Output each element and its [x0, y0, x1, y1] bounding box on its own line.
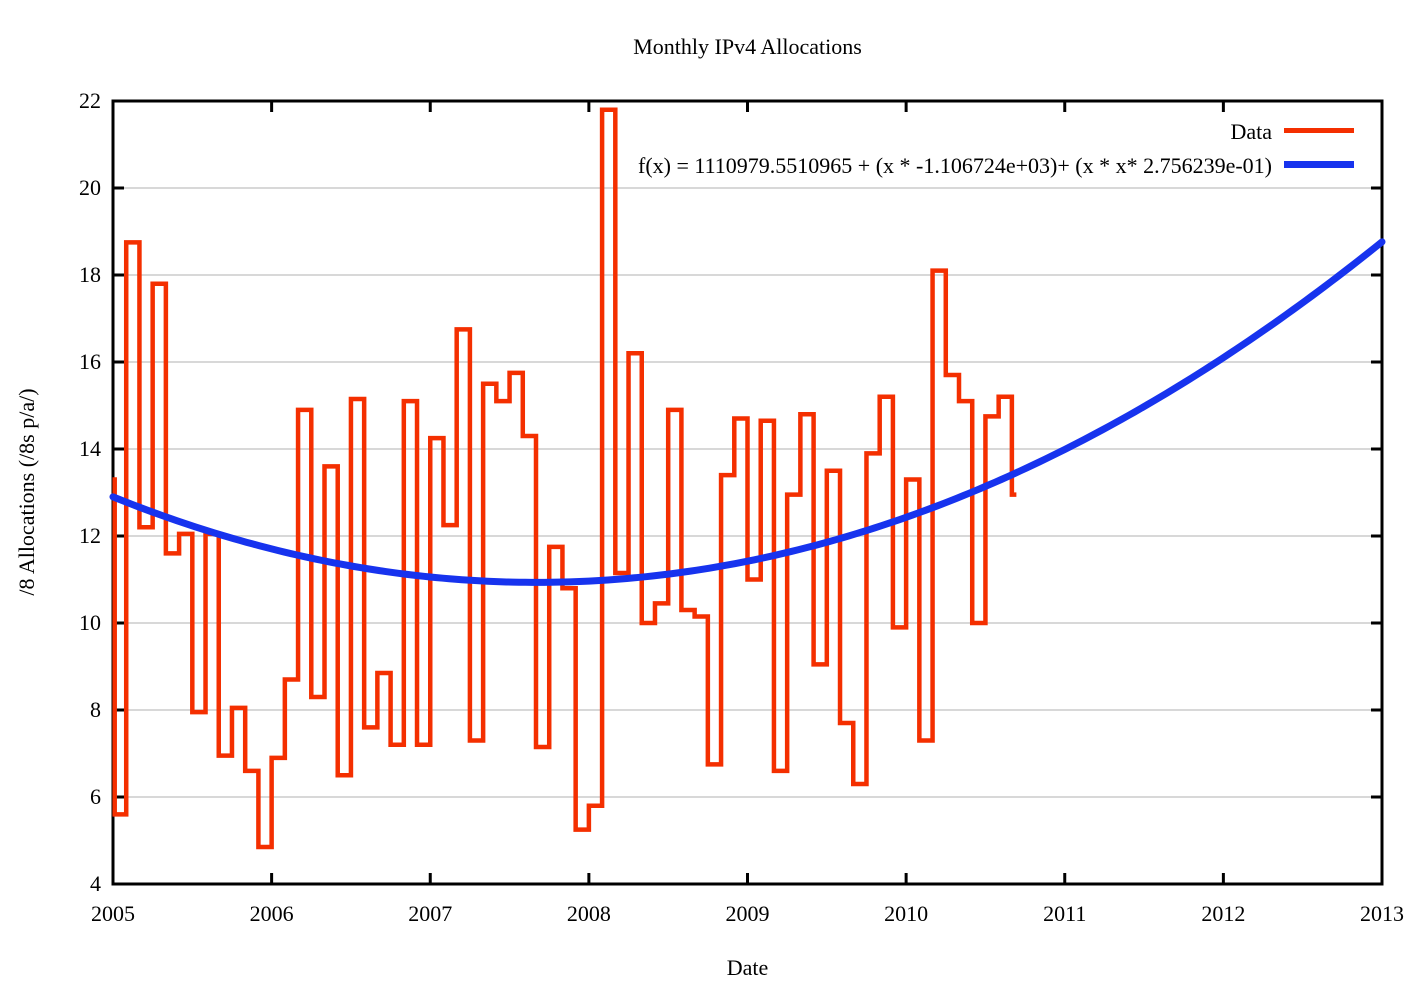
legend-data-label: Data: [1230, 119, 1272, 144]
fit-curve-line: [109, 238, 1386, 586]
data-series-line: [112, 107, 1017, 850]
x-tick-label: 2011: [1043, 901, 1087, 926]
x-axis-label: Date: [726, 955, 769, 980]
y-tick-label: 22: [79, 88, 101, 113]
x-tick-label: 2012: [1201, 901, 1246, 926]
y-tick-label: 20: [79, 175, 101, 200]
x-tick-label: 2009: [725, 901, 770, 926]
y-tick-label: 18: [79, 262, 101, 287]
legend-fit-label: f(x) = 1110979.5510965 + (x * -1.106724e…: [638, 153, 1272, 178]
x-tick-label: 2006: [249, 901, 294, 926]
y-tick-label: 4: [90, 871, 101, 896]
x-tick-label: 2008: [566, 901, 611, 926]
x-tick-label: 2010: [884, 901, 929, 926]
y-tick-label: 16: [79, 349, 101, 374]
x-tick-label: 2007: [408, 901, 453, 926]
y-axis-label: /8 Allocations (/8s p/a/): [14, 388, 39, 596]
legend-data-swatch: [1284, 128, 1354, 133]
legend-fit-swatch: [1284, 161, 1354, 168]
y-tick-label: 8: [90, 697, 101, 722]
x-tick-label: 2013: [1360, 901, 1404, 926]
y-tick-label: 14: [79, 436, 101, 461]
y-tick-label: 10: [79, 610, 101, 635]
y-tick-label: 12: [79, 523, 101, 548]
y-tick-label: 6: [90, 784, 101, 809]
x-tick-label: 2005: [91, 901, 135, 926]
chart-title: Monthly IPv4 Allocations: [633, 34, 862, 59]
